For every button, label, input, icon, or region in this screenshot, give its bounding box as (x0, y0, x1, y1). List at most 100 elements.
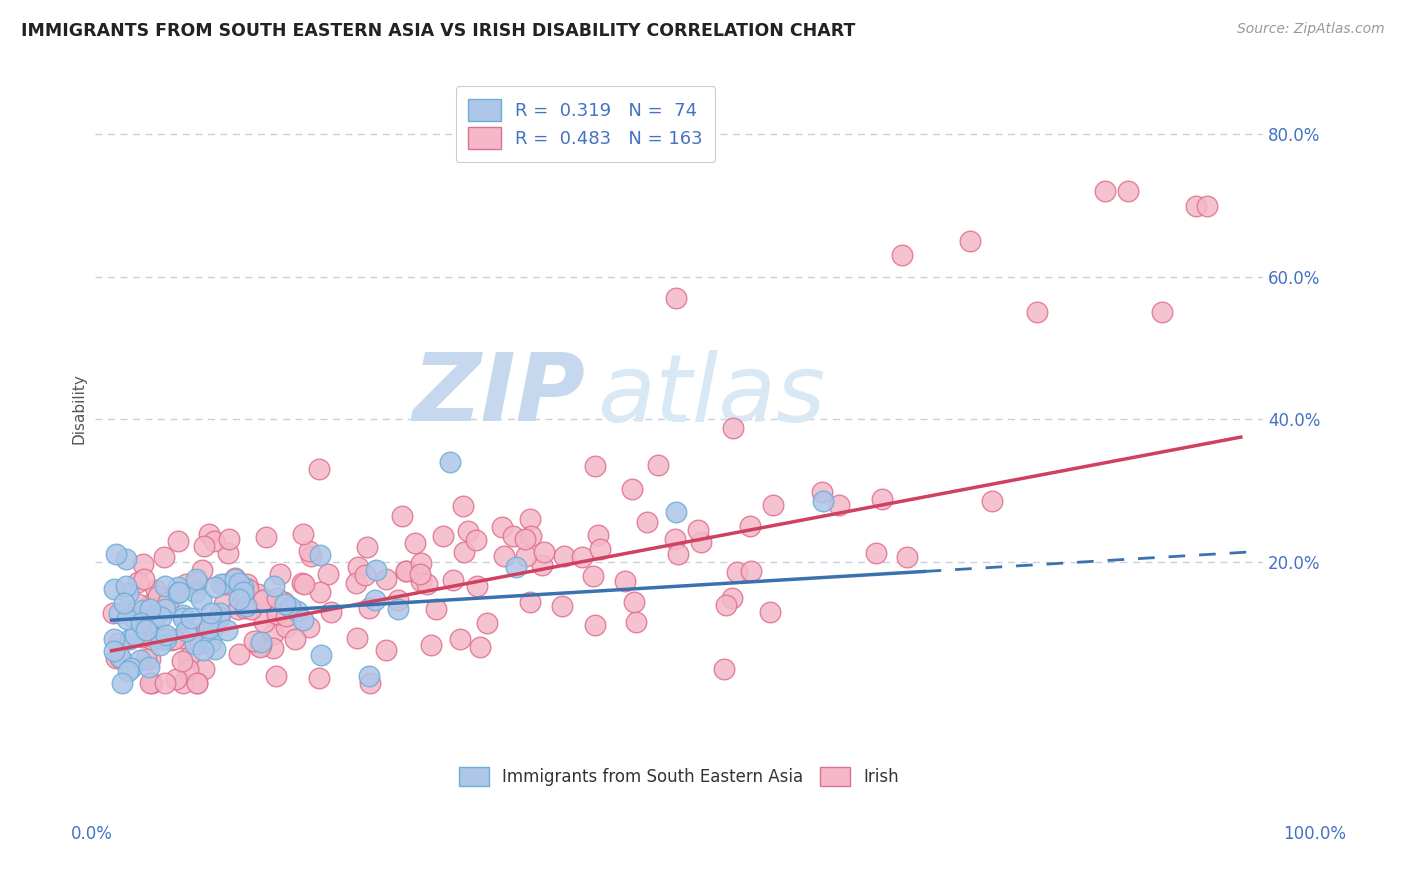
Point (243, 634, 266, 648)
Point (112, 596, 135, 610)
Point (177, 650, 200, 665)
Point (218, 532, 240, 546)
Point (269, 566, 291, 581)
Point (721, 591, 744, 605)
Point (453, 545, 475, 559)
Point (131, 602, 153, 616)
Point (439, 455, 461, 469)
Point (188, 637, 211, 651)
Point (253, 593, 276, 607)
Point (274, 619, 297, 633)
Point (138, 598, 160, 612)
Point (217, 546, 239, 560)
Point (103, 643, 125, 657)
Point (533, 545, 555, 559)
Point (550, 599, 572, 614)
Point (872, 491, 894, 506)
Point (236, 577, 259, 591)
Point (891, 248, 914, 262)
Legend: Immigrants from South Eastern Asia, Irish: Immigrants from South Eastern Asia, Iris… (450, 758, 907, 795)
Point (252, 592, 274, 607)
Point (127, 574, 149, 589)
Point (107, 635, 129, 649)
Point (262, 640, 284, 655)
Point (228, 592, 250, 607)
Point (172, 676, 194, 690)
Point (247, 640, 270, 654)
Point (714, 598, 737, 612)
Point (420, 639, 443, 653)
Point (475, 615, 498, 630)
Point (105, 651, 128, 665)
Point (266, 591, 288, 605)
Point (204, 534, 226, 549)
Point (308, 548, 330, 562)
Point (647, 458, 669, 472)
Point (404, 535, 426, 549)
Point (208, 609, 231, 624)
Point (959, 234, 981, 248)
Point (1150, 305, 1173, 319)
Point (217, 624, 239, 638)
Point (191, 563, 214, 577)
Point (896, 549, 918, 564)
Point (250, 638, 273, 652)
Point (186, 676, 208, 690)
Point (235, 599, 257, 614)
Point (184, 585, 207, 599)
Point (101, 606, 124, 620)
Point (359, 600, 381, 615)
Point (208, 611, 231, 625)
Point (623, 595, 645, 609)
Point (664, 532, 686, 546)
Point (155, 676, 177, 690)
Point (364, 593, 387, 607)
Point (122, 609, 145, 624)
Point (354, 567, 377, 582)
Point (165, 673, 187, 687)
Point (468, 640, 491, 654)
Point (103, 632, 125, 647)
Point (531, 558, 554, 573)
Point (149, 639, 172, 653)
Point (233, 601, 256, 615)
Point (153, 602, 176, 616)
Point (254, 530, 277, 544)
Point (190, 592, 212, 607)
Point (132, 557, 155, 571)
Point (491, 519, 513, 533)
Point (273, 595, 295, 609)
Point (357, 669, 380, 683)
Point (159, 632, 181, 647)
Point (193, 662, 215, 676)
Point (274, 598, 297, 612)
Point (494, 549, 516, 563)
Point (197, 624, 219, 639)
Point (224, 571, 246, 585)
Point (582, 569, 605, 583)
Point (449, 632, 471, 647)
Point (145, 583, 167, 598)
Point (364, 563, 387, 577)
Point (502, 529, 524, 543)
Point (762, 498, 785, 512)
Point (451, 499, 474, 513)
Text: Source: ZipAtlas.com: Source: ZipAtlas.com (1237, 22, 1385, 37)
Point (284, 632, 307, 647)
Point (209, 577, 232, 591)
Point (139, 632, 162, 646)
Point (309, 585, 332, 599)
Point (231, 595, 253, 609)
Point (212, 577, 235, 591)
Point (167, 585, 190, 599)
Point (202, 622, 225, 636)
Point (346, 631, 368, 645)
Text: 100.0%: 100.0% (1284, 825, 1346, 843)
Text: 0.0%: 0.0% (70, 825, 112, 843)
Point (200, 635, 222, 649)
Point (828, 499, 851, 513)
Point (374, 573, 396, 587)
Point (571, 549, 593, 564)
Point (153, 596, 176, 610)
Point (308, 672, 330, 686)
